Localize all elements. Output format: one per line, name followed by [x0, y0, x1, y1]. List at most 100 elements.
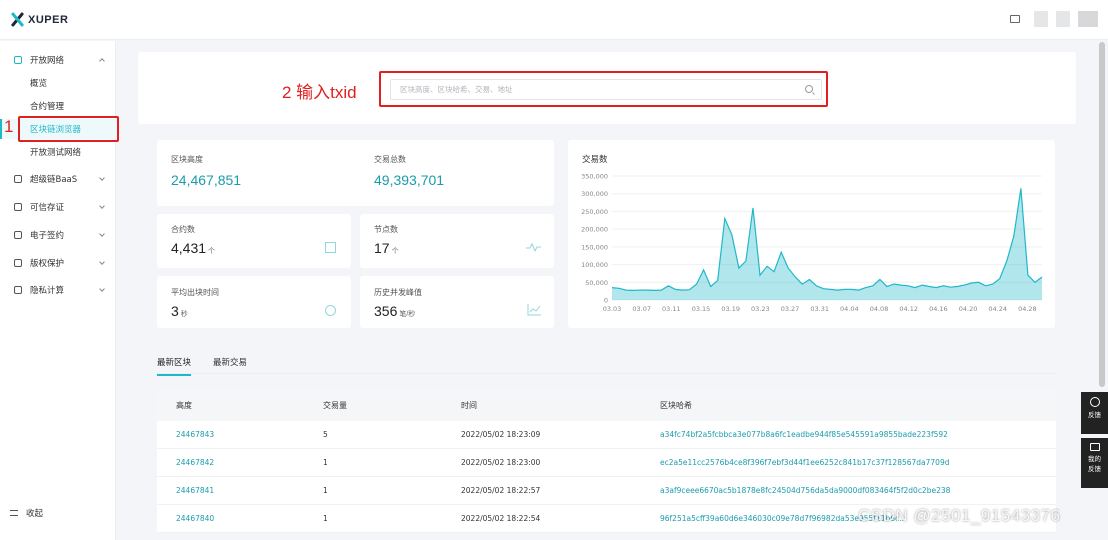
sidebar-group-label: 开放网络 — [30, 56, 65, 66]
sidebar-item-blockchain-explorer[interactable]: 区块链浏览器 — [0, 119, 116, 139]
clock-icon — [325, 305, 336, 316]
pulse-icon — [526, 242, 541, 252]
chart-title: 交易数 — [582, 155, 608, 165]
message-icon[interactable] — [1010, 15, 1020, 23]
stats-summary-card — [157, 140, 554, 206]
watermark: CSDN @2501_91543376 — [858, 506, 1061, 525]
chevron-down-icon — [99, 231, 105, 237]
x-tick-label: 03.15 — [692, 305, 711, 313]
x-tick-label: 03.11 — [662, 305, 681, 313]
avatar[interactable] — [1078, 11, 1098, 27]
tab-bar: 最新区块 最新交易 — [157, 356, 247, 376]
y-tick-label: 150,000 — [581, 243, 608, 251]
block-hash-link[interactable]: a34fc74bf2a5fcbbca3e077b8a6fc1eadbe944f8… — [660, 430, 948, 439]
collapse-icon — [10, 510, 18, 516]
nodes-card — [360, 214, 554, 268]
sidebar-group-privacy[interactable]: 隐私计算 — [0, 280, 116, 300]
table-row: 24467840 1 2022/05/02 18:22:54 96f251a5c… — [157, 505, 1056, 533]
series-line — [611, 188, 1043, 292]
sidebar-group-label: 电子签约 — [30, 231, 65, 241]
block-height-label: 区块高度 — [171, 155, 203, 164]
tabs-divider — [157, 373, 1057, 374]
block-height-value: 24,467,851 — [171, 172, 242, 188]
sidebar-group-evidence[interactable]: 可信存证 — [0, 197, 116, 217]
user-placeholder-a[interactable] — [1034, 11, 1048, 27]
my-feedback-label-2: 反馈 — [1088, 465, 1101, 473]
my-feedback-button[interactable]: 我的 反馈 — [1081, 438, 1108, 488]
active-indicator — [0, 119, 2, 139]
page-scrollbar[interactable] — [1099, 42, 1105, 387]
sidebar-group-label: 版权保护 — [30, 259, 65, 269]
tx-count-cell: 1 — [323, 514, 328, 523]
block-height-link[interactable]: 24467841 — [176, 486, 215, 495]
x-tick-label: 03.03 — [603, 305, 622, 313]
chevron-up-icon — [99, 58, 105, 64]
sidebar-item-label: 概览 — [30, 79, 48, 89]
feedback-button[interactable]: 反馈 — [1081, 392, 1108, 434]
x-tick-label: 04.04 — [840, 305, 859, 313]
header-time: 时间 — [461, 400, 477, 410]
header-block-hash: 区块哈希 — [660, 400, 692, 410]
top-right-controls — [1010, 11, 1098, 27]
time-cell: 2022/05/02 18:22:54 — [461, 514, 541, 523]
sidebar-group-baas[interactable]: 超级链BaaS — [0, 169, 116, 189]
contracts-label: 合约数 — [171, 225, 195, 234]
y-tick-label: 300,000 — [581, 190, 608, 198]
search-input[interactable] — [391, 80, 791, 99]
y-tick-label: 350,000 — [581, 173, 608, 181]
x-tick-label: 03.23 — [751, 305, 770, 313]
brand-name: XUPER — [28, 13, 69, 26]
tx-chart-card — [568, 140, 1055, 328]
search-icon[interactable] — [805, 85, 813, 93]
x-tick-label: 04.08 — [870, 305, 889, 313]
nodes-value: 17 个 — [374, 240, 399, 256]
header-height: 高度 — [176, 400, 192, 410]
annotation-step-2: 2 输入txid — [282, 83, 357, 102]
sidebar-group-label: 超级链BaaS — [30, 175, 78, 185]
xuper-logo-icon — [10, 12, 25, 27]
search-box — [390, 79, 822, 100]
line-chart-icon — [527, 304, 541, 316]
block-hash-link[interactable]: ec2a5e11cc2576b4ce8f396f7ebf3d44f1ee6252… — [660, 458, 950, 467]
tab-latest-transactions[interactable]: 最新交易 — [213, 358, 248, 368]
tx-count-cell: 1 — [323, 486, 328, 495]
logo[interactable]: XUPER — [10, 12, 68, 27]
chevron-down-icon — [99, 175, 105, 181]
feedback-label: 反馈 — [1088, 411, 1101, 419]
block-height-link[interactable]: 24467842 — [176, 458, 215, 467]
sidebar-item-label: 开放测试网络 — [30, 148, 82, 158]
header-tx-count: 交易量 — [323, 400, 347, 410]
annotation-box-search — [379, 71, 828, 107]
sidebar-group-open-network[interactable]: 开放网络 — [0, 50, 116, 70]
time-cell: 2022/05/02 18:23:00 — [461, 458, 541, 467]
time-cell: 2022/05/02 18:23:09 — [461, 430, 541, 439]
user-placeholder-b[interactable] — [1056, 11, 1070, 27]
sidebar-item-contract-management[interactable]: 合约管理 — [0, 96, 116, 116]
y-tick-label: 100,000 — [581, 261, 608, 269]
contract-sign-icon — [14, 231, 22, 239]
sidebar-group-label: 可信存证 — [30, 203, 65, 213]
sidebar-item-overview[interactable]: 概览 — [0, 73, 116, 93]
headset-icon — [1089, 397, 1100, 407]
block-hash-link[interactable]: 96f251a5cff39a60d6e346030c09e78d7f96982d… — [660, 514, 907, 523]
collapse-sidebar-button[interactable]: 收起 — [10, 507, 43, 519]
baas-icon — [14, 175, 22, 183]
block-height-link[interactable]: 24467840 — [176, 514, 215, 523]
tab-latest-blocks[interactable]: 最新区块 — [157, 356, 192, 376]
sidebar-group-copyright[interactable]: 版权保护 — [0, 253, 116, 273]
x-tick-label: 04.24 — [988, 305, 1007, 313]
x-tick-label: 04.12 — [899, 305, 918, 313]
block-height-link[interactable]: 24467843 — [176, 430, 215, 439]
chevron-down-icon — [99, 203, 105, 209]
table-row: 24467843 5 2022/05/02 18:23:09 a34fc74bf… — [157, 421, 1056, 449]
sidebar-group-e-sign[interactable]: 电子签约 — [0, 225, 116, 245]
y-tick-label: 250,000 — [581, 208, 608, 216]
sidebar-item-open-testnet[interactable]: 开放测试网络 — [0, 142, 116, 162]
avg-block-time-label: 平均出块时间 — [171, 288, 219, 297]
chevron-down-icon — [99, 286, 105, 292]
avg-block-time-card — [157, 276, 351, 328]
network-icon — [14, 56, 22, 64]
tx-total-value: 49,393,701 — [374, 172, 445, 188]
block-hash-link[interactable]: a3af9ceee6670ac5b1878e8fc24504d756da5da9… — [660, 486, 951, 495]
